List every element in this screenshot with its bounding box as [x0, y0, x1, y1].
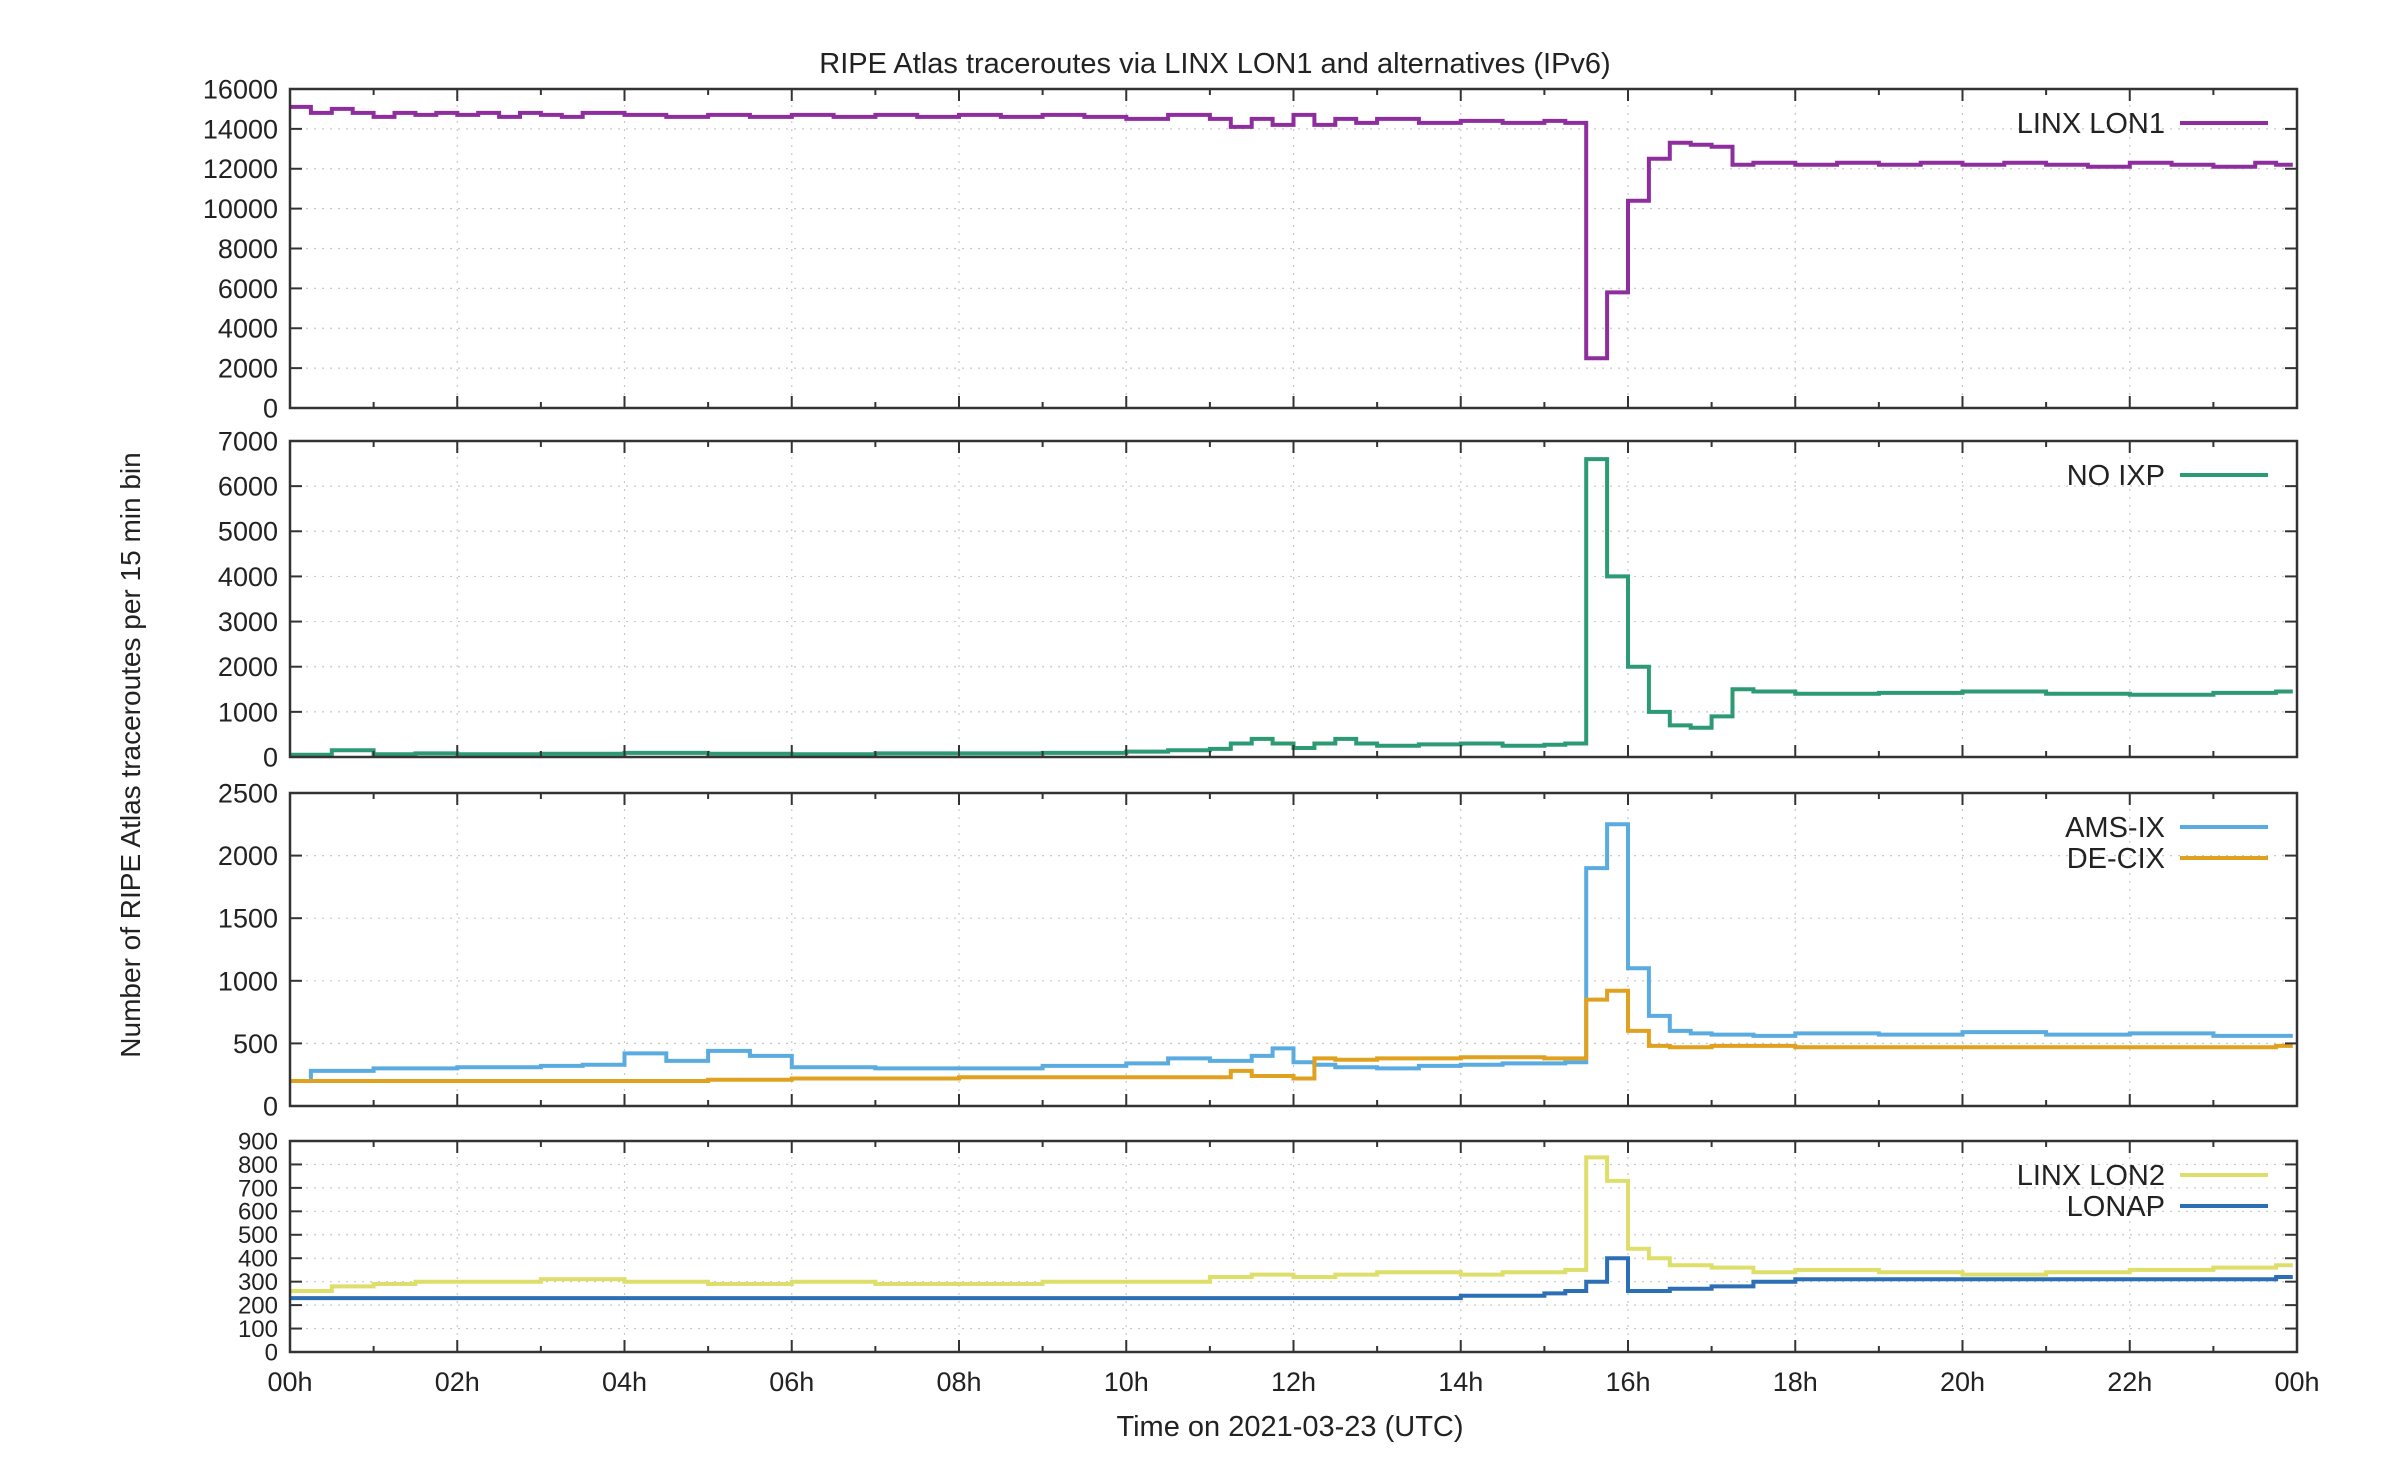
y-tick-label: 10000 [203, 194, 278, 224]
series-line-ams-ix [290, 822, 2293, 1083]
y-tick-label: 800 [238, 1152, 278, 1179]
panels-group: LINX LON10200040006000800010000120001400… [203, 74, 2320, 1397]
x-tick-label: 00h [2274, 1367, 2319, 1397]
y-tick-label: 16000 [203, 74, 278, 104]
x-tick-label: 12h [1271, 1367, 1316, 1397]
y-tick-label: 12000 [203, 154, 278, 184]
legend-label: LONAP [2067, 1191, 2165, 1223]
series-line-no-ixp [290, 457, 2293, 757]
y-tick-label: 2000 [218, 354, 278, 384]
y-tick-label: 500 [238, 1222, 278, 1249]
y-tick-label: 8000 [218, 234, 278, 264]
x-axis-label: Time on 2021-03-23 (UTC) [1116, 1411, 1463, 1443]
series-line-lonap [290, 1256, 2293, 1301]
series-line-de-cix [290, 988, 2293, 1083]
y-tick-label: 500 [233, 1029, 278, 1059]
series-line-linx-lon2 [290, 1155, 2293, 1293]
y-tick-label: 7000 [218, 426, 278, 456]
x-tick-label: 06h [769, 1367, 814, 1397]
legend-label: LINX LON1 [2017, 108, 2165, 140]
x-tick-label: 22h [2107, 1367, 2152, 1397]
x-tick-label: 18h [1773, 1367, 1818, 1397]
y-tick-label: 5000 [218, 517, 278, 547]
y-tick-label: 200 [238, 1293, 278, 1320]
panel-2: NO IXP 0 1000 2000 3000 4000 5000 6000 7000 [218, 426, 2299, 772]
legend-label: NO IXP [2067, 460, 2165, 492]
y-tick-label: 6000 [218, 472, 278, 502]
y-tick-label: 2000 [218, 652, 278, 682]
y-tick-label: 1500 [218, 904, 278, 934]
y-tick-label: 14000 [203, 114, 278, 144]
y-tick-label: 300 [238, 1269, 278, 1296]
y-tick-label: 1000 [218, 966, 278, 996]
y-tick-label: 0 [263, 393, 278, 423]
legend-label: AMS-IX [2065, 812, 2165, 844]
y-tick-label: 3000 [218, 607, 278, 637]
legend-label: DE-CIX [2067, 843, 2165, 875]
x-tick-label: 10h [1104, 1367, 1149, 1397]
y-tick-label: 900 [238, 1128, 278, 1155]
series-line-linx-lon1 [290, 104, 2293, 361]
y-tick-label: 700 [238, 1175, 278, 1202]
plot-frame [288, 439, 2299, 759]
y-tick-label: 2500 [218, 778, 278, 808]
y-axis-label: Number of RIPE Atlas traceroutes per 15 … [115, 452, 146, 1057]
x-tick-label: 00h [267, 1367, 312, 1397]
chart-title: RIPE Atlas traceroutes via LINX LON1 and… [819, 48, 1610, 80]
y-tick-label: 1000 [218, 697, 278, 727]
legend-label: LINX LON2 [2017, 1160, 2165, 1192]
y-tick-label: 0 [263, 1091, 278, 1121]
y-tick-label: 600 [238, 1199, 278, 1226]
x-tick-label: 16h [1605, 1367, 1650, 1397]
y-tick-label: 100 [238, 1316, 278, 1343]
y-tick-label: 0 [263, 742, 278, 772]
x-tick-label: 02h [435, 1367, 480, 1397]
x-tick-label: 08h [936, 1367, 981, 1397]
x-tick-label: 04h [602, 1367, 647, 1397]
y-tick-label: 4000 [218, 562, 278, 592]
y-tick-label: 400 [238, 1246, 278, 1273]
panel-1: LINX LON1 0 2000 4000 6000 8000 10000 12000 1400… [203, 74, 2299, 423]
y-tick-label: 4000 [218, 314, 278, 344]
y-tick-label: 0 [265, 1339, 278, 1366]
x-tick-label: 14h [1438, 1367, 1483, 1397]
x-tick-label: 20h [1940, 1367, 1985, 1397]
y-tick-label: 2000 [218, 841, 278, 871]
y-tick-label: 6000 [218, 274, 278, 304]
